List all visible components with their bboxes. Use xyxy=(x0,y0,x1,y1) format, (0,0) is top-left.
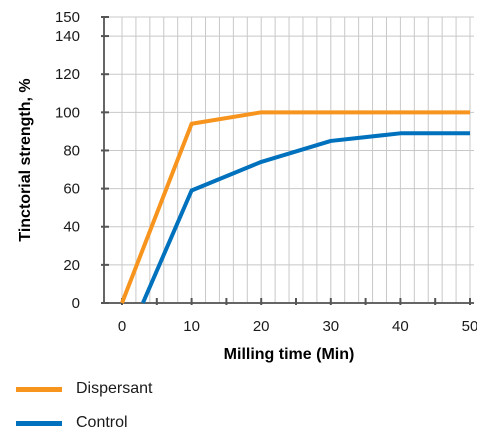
series-lines xyxy=(120,110,470,304)
y-tick-label: 100 xyxy=(55,104,80,121)
chart-legend: Dispersant Control xyxy=(16,372,152,440)
y-tick-label: 120 xyxy=(55,66,80,83)
x-tick-label: 10 xyxy=(183,318,200,335)
x-tick-label: 20 xyxy=(253,318,270,335)
x-tick-label: 0 xyxy=(118,318,126,335)
vertical-grid-lines xyxy=(121,17,471,303)
y-tick-label: 140 xyxy=(55,28,80,45)
x-tick-label: 30 xyxy=(322,318,339,335)
legend-item-control: Control xyxy=(16,406,152,440)
series-line-control xyxy=(141,131,470,304)
y-tick-label: 150 xyxy=(55,9,80,26)
y-tick-label: 80 xyxy=(63,142,80,159)
x-axis-title: Milling time (Min) xyxy=(224,346,355,363)
legend-swatch-control xyxy=(16,420,62,426)
x-tick-labels: 0 10 20 30 40 50 xyxy=(118,318,477,335)
y-tick-label: 20 xyxy=(63,257,80,274)
y-tick-label: 40 xyxy=(63,219,80,236)
line-chart: 0 20 40 60 80 100 120 140 150 0 10 20 30 40 50 Millin… xyxy=(17,9,477,363)
legend-item-dispersant: Dispersant xyxy=(16,372,152,406)
y-tick-label: 60 xyxy=(63,181,80,198)
axis-ticks xyxy=(101,16,471,305)
x-tick-label: 50 xyxy=(462,318,477,335)
series-line-dispersant xyxy=(120,110,470,304)
y-axis-title: Tinctorial strength, % xyxy=(17,78,34,241)
x-tick-label: 40 xyxy=(392,318,409,335)
y-tick-label: 0 xyxy=(72,295,80,312)
legend-swatch-dispersant xyxy=(16,386,62,392)
y-tick-labels: 0 20 40 60 80 100 120 140 150 xyxy=(55,9,80,312)
legend-label-dispersant: Dispersant xyxy=(76,380,153,397)
legend-label-control: Control xyxy=(76,414,128,431)
